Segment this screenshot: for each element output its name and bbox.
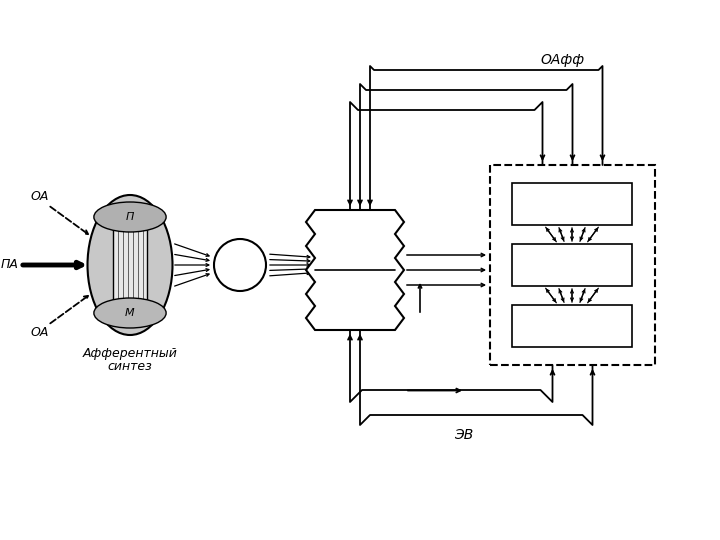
Polygon shape (306, 210, 404, 330)
Text: ОА: ОА (31, 327, 49, 340)
Text: ЭВ: ЭВ (454, 428, 473, 442)
Text: Пар. Рез.: Пар. Рез. (543, 198, 601, 211)
Ellipse shape (94, 298, 166, 328)
Text: Д: Д (567, 320, 577, 333)
Ellipse shape (94, 202, 166, 232)
Text: М: М (125, 308, 135, 318)
Text: ПР: ПР (230, 258, 249, 272)
Bar (490, 165, 655, 365)
Bar (512, 183, 632, 225)
Text: Афферентный: Афферентный (83, 347, 177, 360)
Text: ПД: ПД (344, 293, 366, 307)
Text: ОАфф: ОАфф (541, 53, 585, 67)
Text: Рез.: Рез. (559, 259, 585, 272)
Text: ПА: ПА (1, 259, 19, 272)
Text: ОА: ОА (31, 191, 49, 204)
Text: АРД: АРД (341, 233, 369, 247)
Circle shape (214, 239, 266, 291)
Text: синтез: синтез (107, 361, 153, 374)
Text: П: П (126, 212, 134, 222)
Bar (512, 305, 632, 347)
Bar (113, 210, 147, 320)
Bar (512, 244, 632, 286)
Ellipse shape (88, 195, 173, 335)
